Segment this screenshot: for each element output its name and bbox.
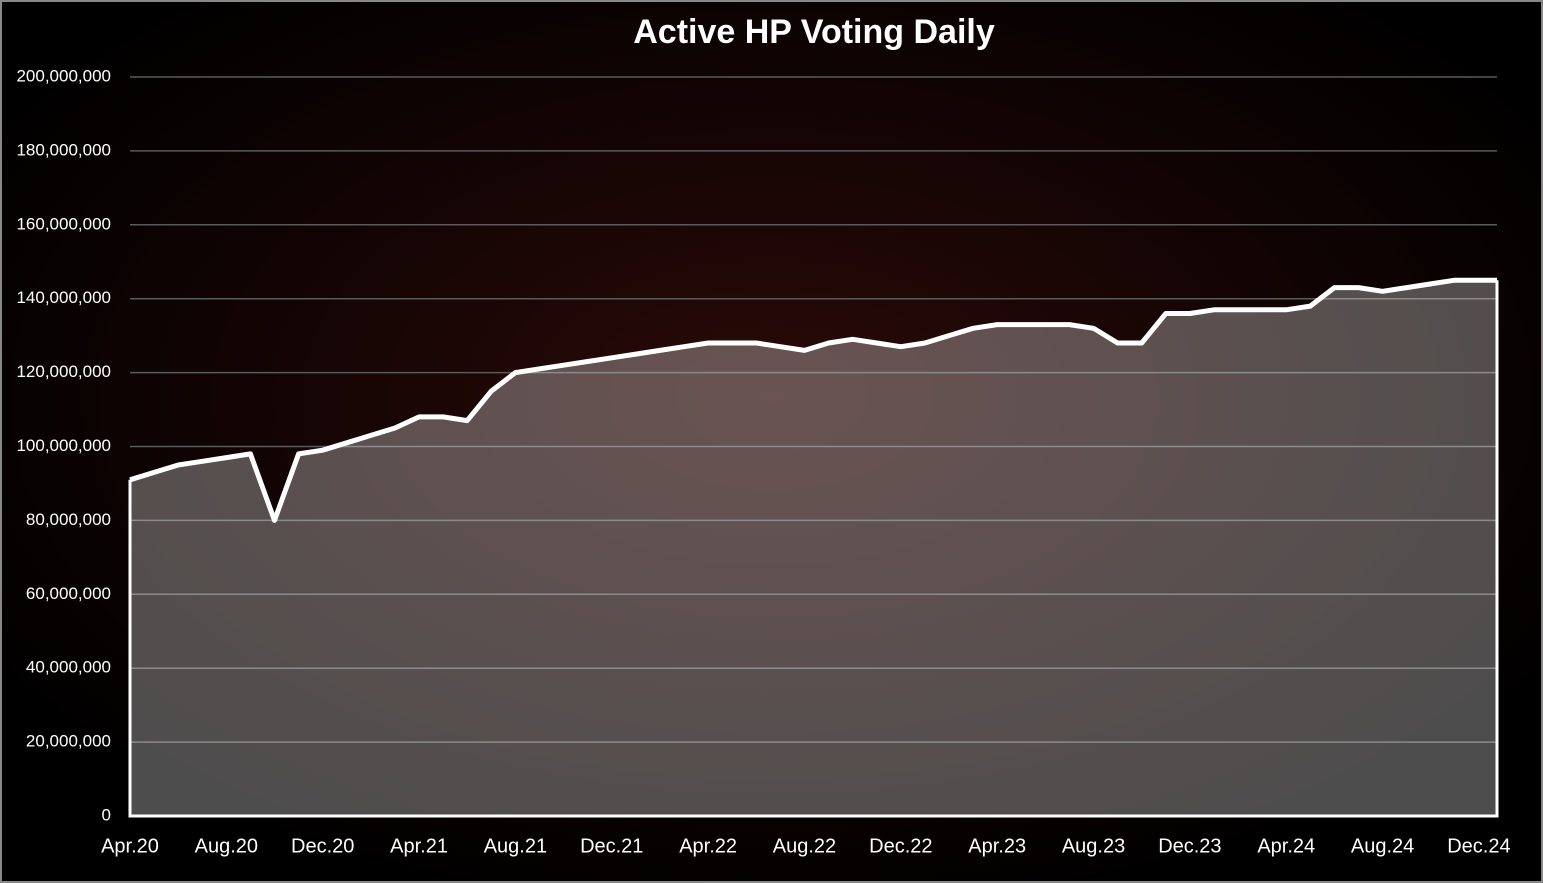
- y-tick-label: 180,000,000: [16, 140, 111, 159]
- x-tick-label: Apr.23: [968, 835, 1026, 857]
- y-tick-label: 20,000,000: [26, 732, 111, 751]
- y-tick-label: 40,000,000: [26, 658, 111, 677]
- chart-title: Active HP Voting Daily: [633, 13, 995, 51]
- x-tick-label: Aug.24: [1351, 835, 1414, 857]
- x-tick-label: Dec.20: [291, 835, 354, 857]
- x-tick-label: Apr.22: [679, 835, 737, 857]
- y-tick-label: 60,000,000: [26, 584, 111, 603]
- y-tick-label: 120,000,000: [16, 362, 111, 381]
- y-tick-label: 200,000,000: [16, 66, 111, 85]
- x-tick-label: Dec.23: [1158, 835, 1221, 857]
- area-edge: [128, 280, 1499, 818]
- x-tick-label: Dec.21: [580, 835, 643, 857]
- y-tick-label: 160,000,000: [16, 214, 111, 233]
- y-tick-label: 100,000,000: [16, 436, 111, 455]
- x-tick-label: Aug.21: [484, 835, 547, 857]
- y-tick-label: 80,000,000: [26, 510, 111, 529]
- x-tick-label: Apr.20: [101, 835, 159, 857]
- line: [129, 277, 1497, 523]
- x-tick-label: Aug.22: [773, 835, 836, 857]
- area: [130, 280, 1497, 816]
- x-tick-label: Dec.24: [1447, 835, 1510, 857]
- y-tick-label: 140,000,000: [16, 288, 111, 307]
- x-tick-label: Aug.20: [195, 835, 258, 857]
- x-tick-label: Dec.22: [869, 835, 932, 857]
- x-tick-label: Apr.24: [1257, 835, 1315, 857]
- y-tick-label: 0: [102, 805, 111, 824]
- x-tick-label: Apr.21: [390, 835, 448, 857]
- x-tick-label: Aug.23: [1062, 835, 1125, 857]
